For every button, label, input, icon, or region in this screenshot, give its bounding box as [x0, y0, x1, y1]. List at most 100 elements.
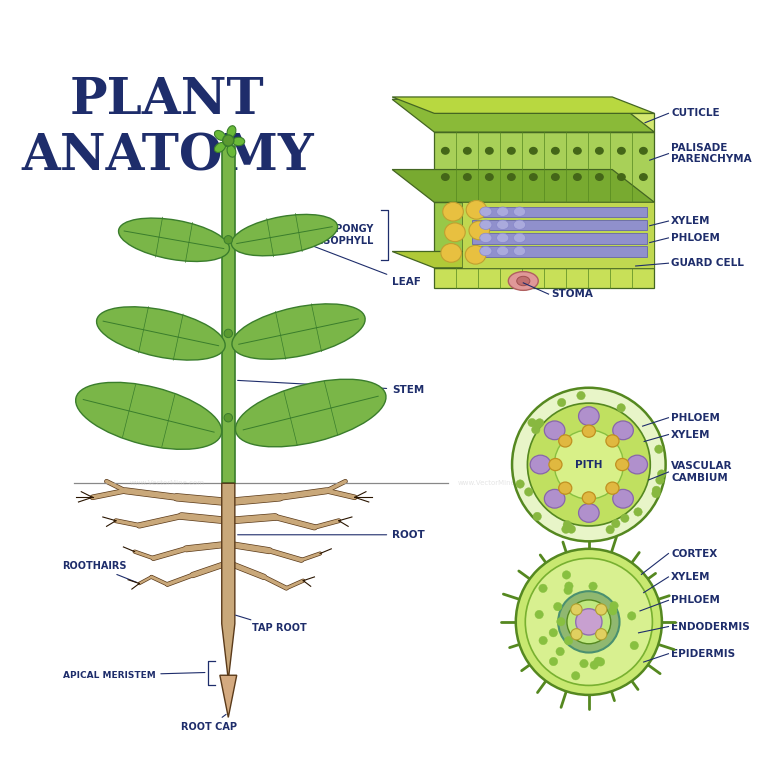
Ellipse shape [562, 571, 571, 579]
Ellipse shape [443, 202, 463, 221]
Polygon shape [435, 268, 654, 289]
Ellipse shape [227, 145, 236, 157]
Ellipse shape [611, 519, 620, 528]
Polygon shape [392, 97, 654, 114]
Ellipse shape [554, 430, 624, 499]
Ellipse shape [497, 233, 508, 243]
Ellipse shape [596, 657, 604, 666]
Ellipse shape [574, 147, 581, 154]
Ellipse shape [497, 247, 508, 256]
Ellipse shape [571, 629, 582, 640]
Text: EPIDERMIS: EPIDERMIS [671, 649, 736, 659]
Text: ROOTHAIRS: ROOTHAIRS [62, 561, 137, 582]
Ellipse shape [480, 247, 492, 256]
Ellipse shape [654, 445, 663, 453]
Ellipse shape [545, 489, 565, 508]
Text: ROOT CAP: ROOT CAP [181, 714, 237, 732]
Ellipse shape [652, 489, 660, 498]
Ellipse shape [606, 435, 619, 447]
Polygon shape [472, 233, 647, 243]
Ellipse shape [224, 329, 233, 338]
Ellipse shape [480, 207, 492, 217]
Ellipse shape [232, 304, 365, 359]
Ellipse shape [549, 458, 562, 471]
Ellipse shape [561, 525, 570, 534]
Polygon shape [472, 207, 647, 217]
Ellipse shape [596, 629, 607, 640]
Polygon shape [472, 247, 647, 257]
Ellipse shape [621, 514, 629, 522]
Text: TAP ROOT: TAP ROOT [236, 615, 306, 634]
Ellipse shape [514, 247, 525, 256]
Text: STEM: STEM [237, 380, 425, 395]
Polygon shape [222, 146, 235, 483]
Ellipse shape [558, 591, 620, 653]
Ellipse shape [485, 147, 493, 154]
Ellipse shape [558, 435, 572, 447]
Ellipse shape [442, 174, 449, 180]
Ellipse shape [514, 233, 525, 243]
Ellipse shape [657, 470, 666, 478]
Polygon shape [462, 202, 654, 268]
Polygon shape [435, 202, 654, 268]
Ellipse shape [616, 458, 629, 471]
Text: ENDODERMIS: ENDODERMIS [671, 621, 750, 631]
Ellipse shape [224, 413, 233, 422]
Ellipse shape [214, 131, 226, 141]
Ellipse shape [613, 489, 634, 508]
Polygon shape [220, 675, 237, 717]
Ellipse shape [627, 611, 636, 620]
Ellipse shape [227, 126, 236, 137]
Ellipse shape [574, 174, 581, 180]
Ellipse shape [551, 147, 559, 154]
Ellipse shape [557, 617, 565, 626]
Ellipse shape [608, 607, 617, 615]
Ellipse shape [556, 647, 564, 656]
Ellipse shape [578, 504, 599, 522]
Ellipse shape [466, 200, 487, 219]
Ellipse shape [571, 604, 582, 615]
Polygon shape [392, 99, 654, 132]
Ellipse shape [464, 147, 471, 154]
Ellipse shape [630, 641, 638, 650]
Ellipse shape [224, 236, 233, 244]
Ellipse shape [508, 174, 515, 180]
Ellipse shape [606, 482, 619, 495]
Ellipse shape [545, 421, 565, 440]
Text: LEAF: LEAF [287, 236, 421, 287]
Text: ANATOMY: ANATOMY [21, 132, 314, 181]
Ellipse shape [516, 549, 662, 695]
Ellipse shape [551, 174, 559, 180]
Ellipse shape [535, 419, 544, 427]
Ellipse shape [634, 508, 642, 516]
Ellipse shape [582, 425, 595, 437]
Ellipse shape [576, 609, 602, 635]
Ellipse shape [590, 661, 598, 670]
Ellipse shape [528, 403, 650, 526]
Ellipse shape [231, 214, 338, 256]
Text: CUTICLE: CUTICLE [671, 108, 720, 118]
Ellipse shape [539, 584, 548, 593]
Ellipse shape [530, 147, 537, 154]
Text: GUARD CELL: GUARD CELL [671, 258, 744, 268]
Text: XYLEM: XYLEM [671, 429, 710, 439]
Ellipse shape [594, 657, 602, 665]
Ellipse shape [652, 486, 660, 495]
Ellipse shape [512, 388, 666, 541]
Ellipse shape [567, 600, 611, 644]
Ellipse shape [535, 611, 544, 619]
Ellipse shape [76, 382, 222, 449]
Text: XYLEM: XYLEM [671, 216, 710, 226]
Ellipse shape [516, 480, 525, 488]
Ellipse shape [445, 223, 465, 242]
Ellipse shape [223, 135, 234, 146]
Ellipse shape [656, 476, 664, 485]
Ellipse shape [517, 276, 530, 286]
Ellipse shape [442, 147, 449, 154]
Text: XYLEM: XYLEM [671, 572, 710, 582]
Ellipse shape [236, 379, 386, 447]
Ellipse shape [485, 174, 493, 180]
Polygon shape [392, 170, 654, 202]
Text: PHLOEM: PHLOEM [671, 595, 720, 605]
Text: PITH: PITH [575, 459, 603, 469]
